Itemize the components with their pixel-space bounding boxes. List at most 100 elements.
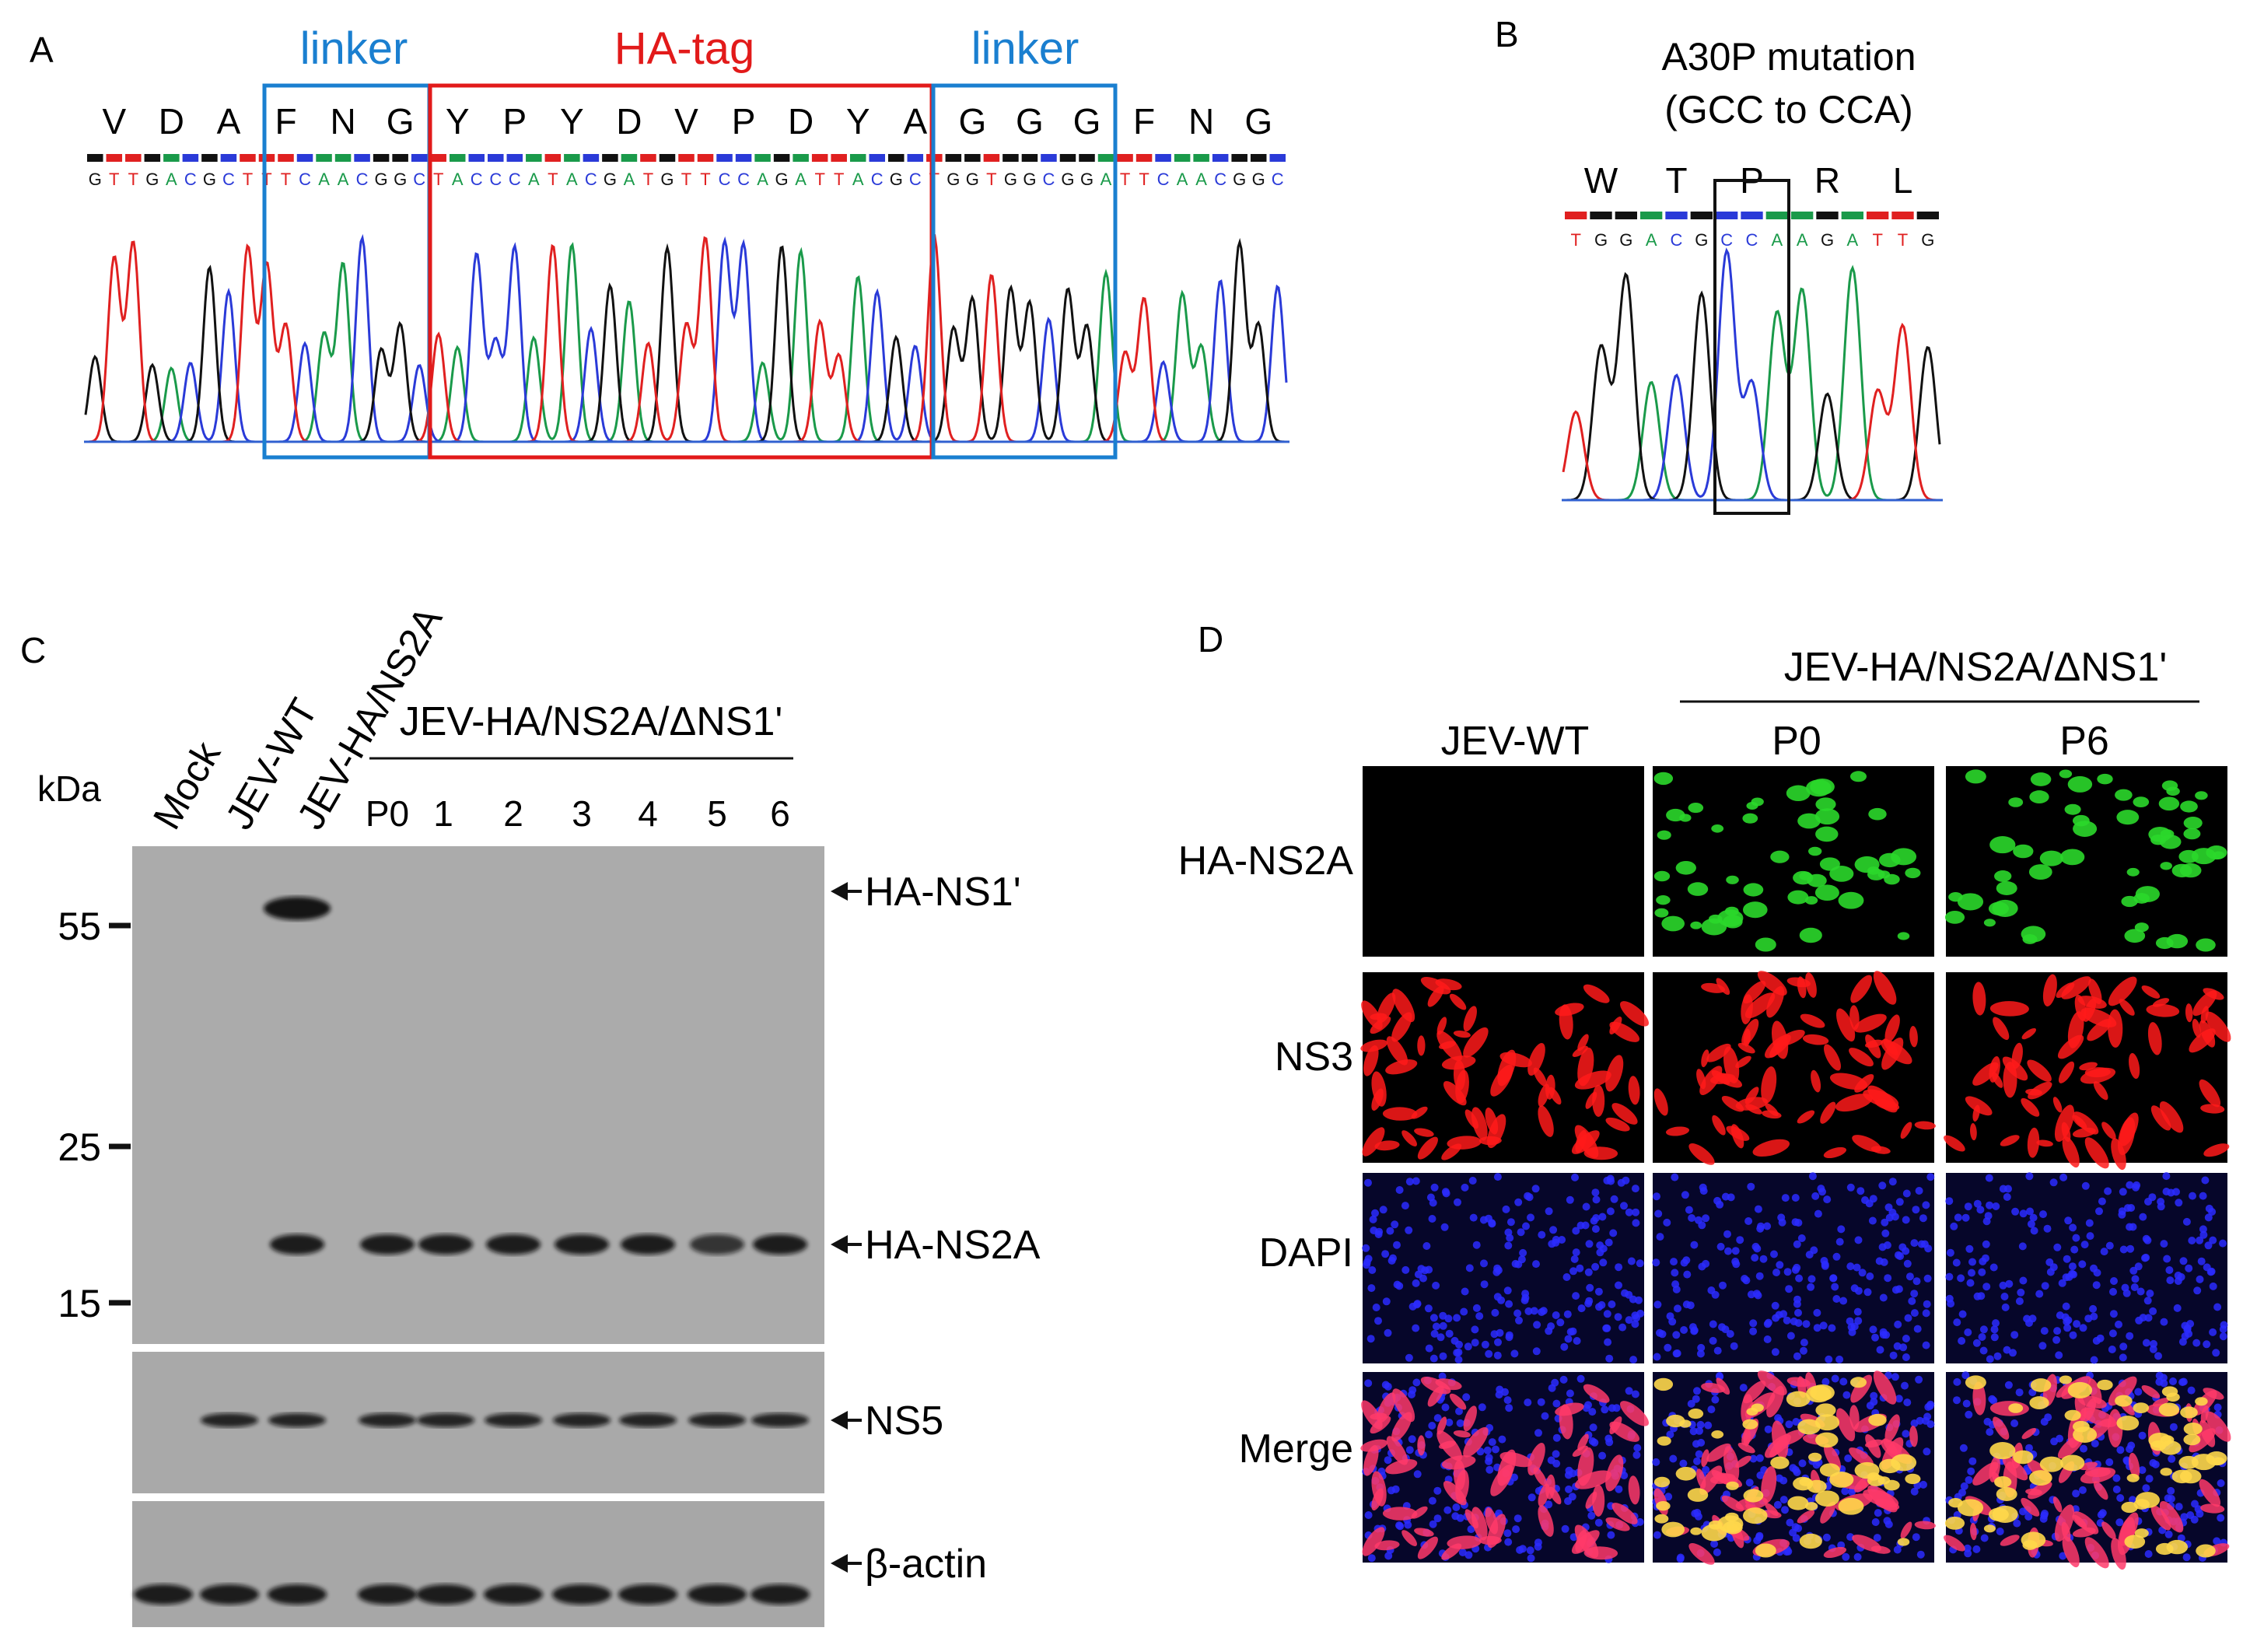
base-call: C (299, 170, 311, 189)
quality-bar (640, 154, 656, 162)
trace-T (1562, 322, 1940, 502)
blot-band (484, 1584, 543, 1605)
quality-bar (258, 154, 275, 162)
amino-acid: G (1016, 101, 1044, 142)
blot-band (359, 1413, 416, 1427)
base-call: A (852, 170, 864, 189)
base-call: T (1898, 230, 1908, 250)
quality-bars-b (1565, 212, 1939, 219)
blot-band (619, 1413, 677, 1427)
quality-bar (793, 154, 809, 162)
quality-bar (411, 154, 428, 162)
panel-d: D JEV-HA/NS2A/ΔNS1' JEV-WT P0 P6 HA-NS2A… (1178, 619, 2231, 1570)
passage-labels-c: P0 1 2 3 4 5 6 (366, 793, 790, 834)
micrograph-ns3-jev-wt (1360, 972, 1649, 1163)
amino-acid: Y (446, 101, 470, 142)
blot-upper (132, 846, 824, 1344)
micrograph-ns3-p0 (1653, 971, 1936, 1165)
trace-G (1563, 271, 1941, 502)
quality-bar (1135, 154, 1153, 162)
quality-bar (621, 154, 638, 162)
blot-band (485, 1413, 542, 1427)
quality-bar (144, 154, 161, 162)
quality-bar (564, 154, 580, 162)
quality-bar (488, 154, 504, 162)
amino-acid: N (330, 101, 355, 142)
base-call: T (243, 170, 253, 189)
base-call: G (966, 170, 979, 189)
base-call: G (1695, 230, 1708, 250)
base-call: C (909, 170, 922, 189)
micrograph-ns3-p6 (1944, 972, 2231, 1171)
amino-acid: D (616, 101, 642, 142)
quality-bar (983, 154, 1000, 162)
base-call: A (166, 170, 177, 189)
band-label-ha-ns1: HA-NS1' (831, 870, 1021, 915)
quality-bar (1841, 212, 1863, 219)
base-call: A (1177, 170, 1188, 189)
micrograph-dapi-jev-wt (1362, 1173, 1645, 1364)
base-call: G (775, 170, 789, 189)
quality-bars-a (87, 154, 1286, 162)
blot-band (751, 1584, 810, 1605)
base-call: T (128, 170, 138, 189)
blot-band (268, 1413, 326, 1427)
amino-acid: D (159, 101, 184, 142)
quality-bar (296, 154, 313, 162)
base-call: G (1921, 230, 1934, 250)
base-call: T (681, 170, 691, 189)
blot-band (264, 897, 331, 920)
base-call: T (834, 170, 844, 189)
quality-bar (125, 154, 142, 162)
quality-bar (1891, 212, 1914, 219)
quality-bar (334, 154, 352, 162)
svg-text:15: 15 (58, 1282, 101, 1325)
base-call: A (795, 170, 807, 189)
marker-25: 25 (58, 1125, 131, 1169)
amino-acid: A (903, 101, 927, 142)
amino-acid: R (1814, 160, 1840, 201)
blot-band (201, 1413, 258, 1427)
base-call: A (452, 170, 464, 189)
microscopy-grid (1360, 766, 2231, 1570)
base-call: A (1195, 170, 1207, 189)
quality-bar (583, 154, 600, 162)
row-label-ns3: NS3 (1275, 1034, 1353, 1080)
quality-bar (1565, 212, 1587, 219)
panel-a-label: A (30, 30, 54, 70)
micrograph-dapi-p0 (1652, 1172, 1935, 1363)
base-call: C (1720, 230, 1733, 250)
blot-band (360, 1234, 415, 1255)
quality-bar (1193, 154, 1209, 162)
quality-bar (1867, 212, 1889, 219)
base-call: C (509, 170, 521, 189)
blot-band (270, 1234, 324, 1255)
quality-bar (964, 154, 981, 162)
quality-bar (449, 154, 466, 162)
amino-acid: D (788, 101, 814, 142)
quality-bar (1097, 154, 1115, 162)
quality-bar (811, 154, 828, 162)
quality-bar (1816, 212, 1839, 219)
base-call: A (1797, 230, 1808, 250)
quality-bar (1665, 212, 1688, 219)
quality-bar (1690, 212, 1713, 219)
linker-left-label: linker (300, 23, 408, 74)
quality-bar (1174, 154, 1191, 162)
quality-bar (1079, 154, 1095, 162)
base-call: T (1120, 170, 1130, 189)
svg-text:HA-NS2A: HA-NS2A (865, 1223, 1041, 1268)
quality-bar (1741, 212, 1763, 219)
base-call: A (528, 170, 540, 189)
base-call: T (433, 170, 443, 189)
base-call: G (145, 170, 159, 189)
base-call: G (1233, 170, 1246, 189)
quality-bar (240, 154, 256, 162)
base-call: C (719, 170, 731, 189)
svg-text:55: 55 (58, 905, 101, 948)
base-call: C (1671, 230, 1683, 250)
base-call: A (1101, 170, 1112, 189)
